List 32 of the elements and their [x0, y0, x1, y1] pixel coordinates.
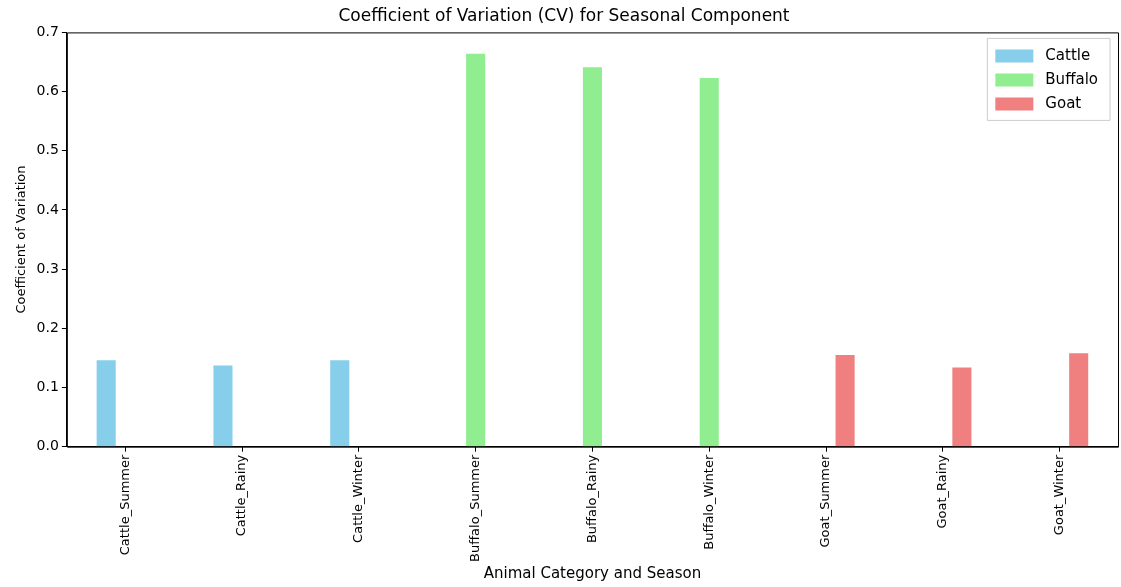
bar: [582, 67, 602, 447]
bar: [330, 360, 350, 447]
x-axis-title: Animal Category and Season: [483, 563, 702, 582]
bar: [952, 367, 972, 447]
x-tick-label: Goat_Rainy: [934, 454, 950, 529]
x-tick-label: Cattle_Rainy: [233, 454, 249, 537]
x-tick-label: Goat_Summer: [817, 454, 833, 548]
y-tick-label: 0.1: [36, 378, 59, 395]
x-tick-label: Cattle_Summer: [116, 454, 132, 556]
legend-label: Cattle: [1045, 46, 1091, 65]
bar: [835, 354, 855, 447]
y-tick-label: 0.0: [36, 437, 59, 454]
chart-title: Coefficient of Variation (CV) for Seasonal Component: [338, 4, 790, 25]
x-tick-label: Buffalo_Summer: [467, 454, 483, 563]
y-tick-label: 0.6: [36, 82, 59, 99]
bar: [213, 365, 233, 447]
x-tick-label: Cattle_Winter: [350, 454, 366, 543]
y-tick-label: 0.4: [36, 200, 59, 217]
bar: [699, 77, 719, 447]
legend-label: Goat: [1045, 94, 1082, 113]
x-tick-label: Buffalo_Rainy: [583, 454, 599, 544]
bar: [1069, 353, 1089, 447]
bar: [96, 360, 116, 447]
y-axis-title: Coefficient of Variation: [13, 165, 29, 314]
y-tick-label: 0.5: [36, 141, 59, 158]
y-tick-label: 0.3: [36, 259, 59, 276]
y-tick-label: 0.2: [36, 318, 59, 335]
y-tick-label: 0.7: [36, 23, 59, 40]
legend-label: Buffalo: [1045, 70, 1098, 89]
x-tick-label: Buffalo_Winter: [700, 454, 716, 550]
x-tick-label: Goat_Winter: [1050, 454, 1066, 536]
bar: [466, 53, 486, 447]
